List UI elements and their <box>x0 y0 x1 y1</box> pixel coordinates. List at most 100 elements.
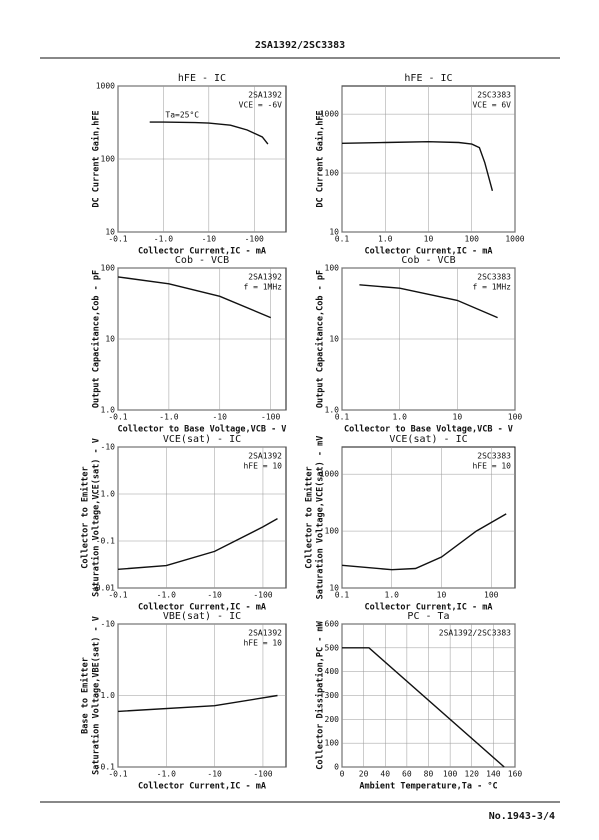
curve <box>117 276 271 319</box>
curve <box>117 694 278 713</box>
x-tick-label: 1.0 <box>385 591 400 600</box>
y-tick-label: 10 <box>329 228 339 237</box>
x-tick-label: -1.0 <box>157 591 176 600</box>
x-axis-label: Collector Current,IC - mA <box>365 247 493 257</box>
annotation: 2SC3383 <box>477 91 511 100</box>
page-header: 2SA1392/2SC3383 <box>255 40 345 51</box>
series-label: Ta=25°C <box>165 111 199 120</box>
annotation: 2SA1392 <box>248 452 282 461</box>
x-tick-label: 1.0 <box>378 235 393 244</box>
y-tick-label: 1000 <box>320 470 339 479</box>
x-axis-label: Collector Current,IC - mA <box>138 782 266 792</box>
y-axis-label: Collector to Emitter <box>80 466 91 568</box>
x-tick-label: 40 <box>380 770 390 779</box>
x-tick-label: 100 <box>508 413 523 422</box>
x-tick-label: 100 <box>443 770 458 779</box>
y-tick-label: -10 <box>101 620 116 629</box>
x-tick-label: 160 <box>508 770 523 779</box>
x-axis-label: Collector to Base Voltage,VCB - V <box>118 425 287 435</box>
curve <box>341 140 494 191</box>
chart-title: VCE(sat) - IC <box>389 434 467 445</box>
chart-title: PC - Ta <box>407 611 449 622</box>
annotation: 2SA1392 <box>248 629 282 638</box>
annotation: 2SA1392 <box>248 91 282 100</box>
annotation: 2SA1392 <box>248 273 282 282</box>
annotation: 2SC3383 <box>477 452 511 461</box>
annotation: hFE = 10 <box>243 462 282 471</box>
x-tick-label: 60 <box>402 770 412 779</box>
y-tick-label: -0.1 <box>96 537 115 546</box>
chart-title: VCE(sat) - IC <box>163 434 241 445</box>
y-axis-label: Saturation Voltage,VCE(sat) - V <box>91 438 102 597</box>
annotation: VCE = 6V <box>472 101 511 110</box>
y-tick-label: 400 <box>325 667 340 676</box>
x-tick-label: -100 <box>261 413 280 422</box>
y-tick-label: 500 <box>325 643 340 652</box>
y-axis-label: DC Current Gain,hFE <box>91 110 102 207</box>
x-tick-label: 80 <box>424 770 434 779</box>
chart-title: Cob - VCB <box>401 255 455 266</box>
y-axis-label: Saturation Voltage,VBE(sat) - V <box>91 616 102 775</box>
x-tick-label: 120 <box>465 770 480 779</box>
y-tick-label: -0.1 <box>96 763 115 772</box>
x-axis-label: Collector to Base Voltage,VCB - V <box>344 425 513 435</box>
y-tick-label: 0 <box>334 763 339 772</box>
x-tick-label: 0.1 <box>335 413 350 422</box>
x-tick-label: 1.0 <box>392 413 407 422</box>
curve <box>341 513 507 571</box>
x-tick-label: 10 <box>424 235 434 244</box>
x-tick-label: -100 <box>245 235 264 244</box>
curve <box>359 284 498 319</box>
y-tick-label: -1.0 <box>96 490 115 499</box>
y-tick-label: 600 <box>325 620 340 629</box>
y-tick-label: -0.01 <box>91 584 115 593</box>
y-tick-label: -1.0 <box>96 691 115 700</box>
annotation: hFE = 10 <box>243 639 282 648</box>
y-axis-label: Saturation Voltage,VCE(sat) - mV <box>315 436 326 600</box>
x-tick-label: -0.1 <box>108 770 127 779</box>
x-tick-label: -10 <box>213 413 228 422</box>
curve <box>149 121 269 145</box>
x-tick-label: 100 <box>465 235 480 244</box>
y-tick-label: 10 <box>329 335 339 344</box>
y-axis-label: Base to Emitter <box>80 657 91 734</box>
y-tick-label: 100 <box>101 155 116 164</box>
x-tick-label: 20 <box>359 770 369 779</box>
x-axis-label: Collector Current,IC - mA <box>138 603 266 613</box>
annotation: 2SA1392/2SC3383 <box>439 629 511 638</box>
y-axis-label: DC Current Gain,hFE <box>315 110 326 207</box>
x-tick-label: 140 <box>486 770 501 779</box>
y-tick-label: 300 <box>325 691 340 700</box>
y-axis-label: Output Capacitance,Cob - pF <box>91 270 102 408</box>
x-tick-label: 1000 <box>505 235 524 244</box>
x-tick-label: 10 <box>453 413 463 422</box>
annotation: hFE = 10 <box>472 462 511 471</box>
y-tick-label: -10 <box>101 443 116 452</box>
page-footer: No.1943-3/4 <box>489 811 555 822</box>
y-tick-label: 100 <box>325 264 340 273</box>
x-tick-label: 0.1 <box>335 591 350 600</box>
y-tick-label: 1000 <box>320 110 339 119</box>
y-tick-label: 200 <box>325 715 340 724</box>
chart-title: VBE(sat) - IC <box>163 611 241 622</box>
y-axis-label: Collector to Emitter <box>304 466 315 568</box>
x-tick-label: 0 <box>340 770 345 779</box>
x-tick-label: 100 <box>484 591 499 600</box>
chart-title: hFE - IC <box>178 73 226 84</box>
x-tick-label: -100 <box>253 770 272 779</box>
x-tick-label: -10 <box>202 235 217 244</box>
annotation: f = 1MHz <box>472 283 511 292</box>
x-tick-label: -0.1 <box>108 591 127 600</box>
annotation: VCE = -6V <box>239 101 283 110</box>
x-tick-label: -1.0 <box>159 413 178 422</box>
chart-title: Cob - VCB <box>175 255 229 266</box>
y-axis-label: Collector Dissipation,PC - mW <box>315 620 326 769</box>
x-tick-label: -1.0 <box>157 770 176 779</box>
x-tick-label: -100 <box>253 591 272 600</box>
annotation: 2SC3383 <box>477 273 511 282</box>
chart-title: hFE - IC <box>404 73 452 84</box>
y-tick-label: 10 <box>329 584 339 593</box>
y-tick-label: 100 <box>325 739 340 748</box>
x-tick-label: -10 <box>207 770 222 779</box>
